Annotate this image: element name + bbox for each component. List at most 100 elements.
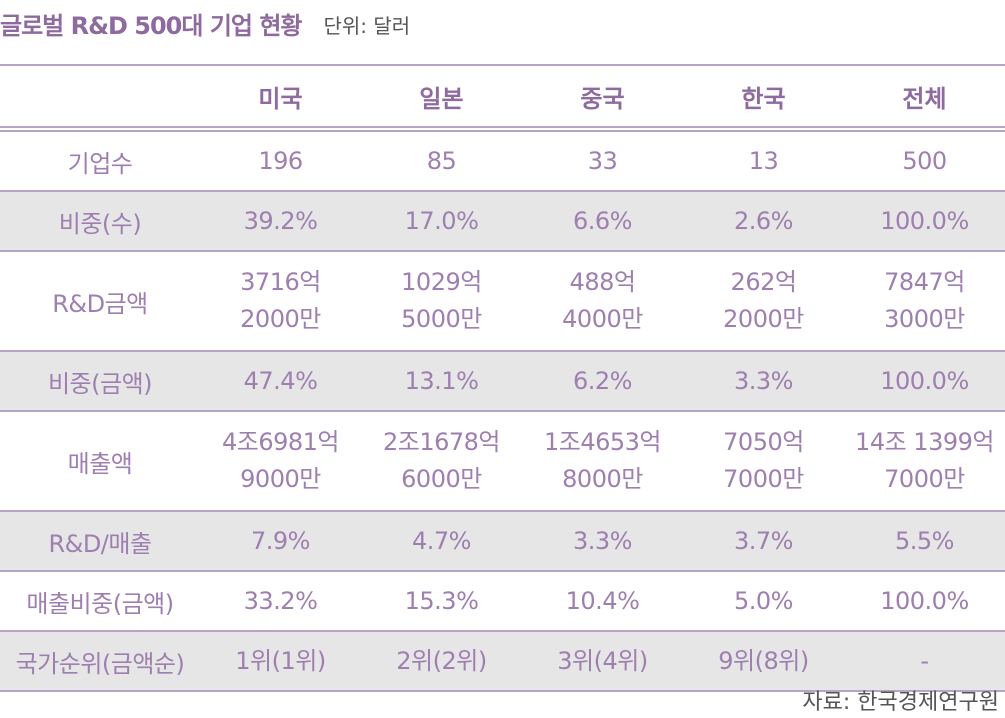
row-label: R&D금액 — [0, 251, 200, 352]
table-cell: 5.5% — [844, 511, 1005, 572]
cell-line: 85 — [426, 146, 457, 175]
table-cell: 9위(8위) — [683, 631, 844, 692]
chart-title: 글로벌 R&D 500대 기업 현황 — [0, 12, 302, 40]
table-row: 기업수 196 85 33 13 500 — [0, 129, 1005, 192]
cell-line: 4조6981억 — [221, 428, 340, 456]
row-label: 매출비중(금액) — [0, 571, 200, 632]
cell-line: 9000만 — [240, 465, 321, 493]
table-row: R&D금액 3716억 2000만 1029억 5000만 488억 4000만 262억 20… — [0, 251, 1005, 352]
column-header: 전체 — [844, 64, 1005, 132]
table-cell: 100.0% — [844, 191, 1005, 252]
table-cell: 3.7% — [683, 511, 844, 572]
cell-line: 1029억 — [401, 268, 482, 296]
cell-line: 5000만 — [401, 305, 482, 333]
column-header: 미국 — [200, 64, 361, 132]
cell-line: 3위(4위) — [557, 646, 648, 675]
cell-line: 14조 1399억 — [855, 428, 994, 456]
cell-line: 17.0% — [404, 206, 479, 235]
table-row: 매출비중(금액) 33.2% 15.3% 10.4% 5.0% 100.0% — [0, 571, 1005, 632]
table-row: 비중(수) 39.2% 17.0% 6.6% 2.6% 100.0% — [0, 191, 1005, 252]
data-table: 미국 일본 중국 한국 전체 기업수 196 85 33 13 500 비중(수) 39.2%… — [0, 64, 1005, 692]
table-cell: 3위(4위) — [522, 631, 683, 692]
row-label: 매출액 — [0, 411, 200, 512]
cell-line: 13.1% — [404, 366, 479, 395]
table-cell: 7.9% — [200, 511, 361, 572]
table-cell: 100.0% — [844, 351, 1005, 412]
table-cell: 488억 4000만 — [522, 251, 683, 352]
cell-line: 8000만 — [562, 465, 643, 493]
table-cell: 2위(2위) — [361, 631, 522, 692]
table-cell: 100.0% — [844, 571, 1005, 632]
cell-line: 100.0% — [880, 366, 969, 395]
source-note: 자료: 한국경제연구원 — [802, 690, 999, 715]
cell-line: 2.6% — [734, 206, 793, 235]
cell-line: 100.0% — [880, 206, 969, 235]
cell-line: 7000만 — [723, 465, 804, 493]
column-header: 중국 — [522, 64, 683, 132]
cell-line: 33 — [587, 146, 618, 175]
cell-line: - — [920, 646, 929, 675]
column-header: 한국 — [683, 64, 844, 132]
table-cell: 3.3% — [683, 351, 844, 412]
table-cell: 33.2% — [200, 571, 361, 632]
cell-line: 6000만 — [401, 465, 482, 493]
cell-line: 1조4653억 — [543, 428, 662, 456]
cell-line: 2000만 — [240, 305, 321, 333]
row-label: R&D/매출 — [0, 511, 200, 572]
cell-line: 33.2% — [243, 586, 318, 615]
table-cell: 196 — [200, 129, 361, 192]
chart-header: 글로벌 R&D 500대 기업 현황 단위: 달러 — [0, 0, 410, 44]
table-cell: 3.3% — [522, 511, 683, 572]
cell-line: 196 — [258, 146, 303, 175]
header-row: 미국 일본 중국 한국 전체 — [0, 64, 1005, 132]
table-cell: - — [844, 631, 1005, 692]
cell-line: 5.0% — [734, 586, 793, 615]
cell-line: 9위(8위) — [718, 646, 809, 675]
cell-line: 6.6% — [573, 206, 632, 235]
cell-line: 5.5% — [895, 526, 954, 555]
row-label: 비중(수) — [0, 191, 200, 252]
table-cell: 1위(1위) — [200, 631, 361, 692]
table-row: 비중(금액) 47.4% 13.1% 6.2% 3.3% 100.0% — [0, 351, 1005, 412]
table-cell: 262억 2000만 — [683, 251, 844, 352]
cell-line: 3.3% — [734, 366, 793, 395]
unit-label: 단위: 달러 — [323, 14, 411, 38]
table-body: 기업수 196 85 33 13 500 비중(수) 39.2% 17.0% 6.6% 2.6% 10… — [0, 129, 1005, 692]
cell-line: 262억 — [730, 268, 797, 296]
row-label: 비중(금액) — [0, 351, 200, 412]
table-cell: 85 — [361, 129, 522, 192]
table-cell: 4조6981억 9000만 — [200, 411, 361, 512]
cell-line: 4000만 — [562, 305, 643, 333]
table-cell: 1029억 5000만 — [361, 251, 522, 352]
table-cell: 13 — [683, 129, 844, 192]
cell-line: 100.0% — [880, 586, 969, 615]
table-cell: 500 — [844, 129, 1005, 192]
cell-line: 39.2% — [243, 206, 318, 235]
table-cell: 7847억 3000만 — [844, 251, 1005, 352]
table-cell: 14조 1399억 7000만 — [844, 411, 1005, 512]
table-cell: 33 — [522, 129, 683, 192]
cell-line: 2조1678억 — [382, 428, 501, 456]
cell-line: 7.9% — [251, 526, 310, 555]
cell-line: 3.3% — [573, 526, 632, 555]
cell-line: 500 — [902, 146, 947, 175]
table-row: 매출액 4조6981억 9000만 2조1678억 6000만 1조4653억 8000만 7… — [0, 411, 1005, 512]
table-cell: 39.2% — [200, 191, 361, 252]
row-label: 기업수 — [0, 129, 200, 192]
table-cell: 17.0% — [361, 191, 522, 252]
column-header: 일본 — [361, 64, 522, 132]
cell-line: 7847억 — [884, 268, 965, 296]
cell-line: 7050억 — [723, 428, 804, 456]
table-cell: 6.6% — [522, 191, 683, 252]
table-cell: 3716억 2000만 — [200, 251, 361, 352]
table-cell: 15.3% — [361, 571, 522, 632]
table-cell: 2.6% — [683, 191, 844, 252]
table-cell: 6.2% — [522, 351, 683, 412]
cell-line: 15.3% — [404, 586, 479, 615]
cell-line: 2위(2위) — [396, 646, 487, 675]
cell-line: 13 — [748, 146, 779, 175]
cell-line: 3716억 — [240, 268, 321, 296]
cell-line: 6.2% — [573, 366, 632, 395]
cell-line: 2000만 — [723, 305, 804, 333]
corner-cell — [0, 64, 200, 132]
